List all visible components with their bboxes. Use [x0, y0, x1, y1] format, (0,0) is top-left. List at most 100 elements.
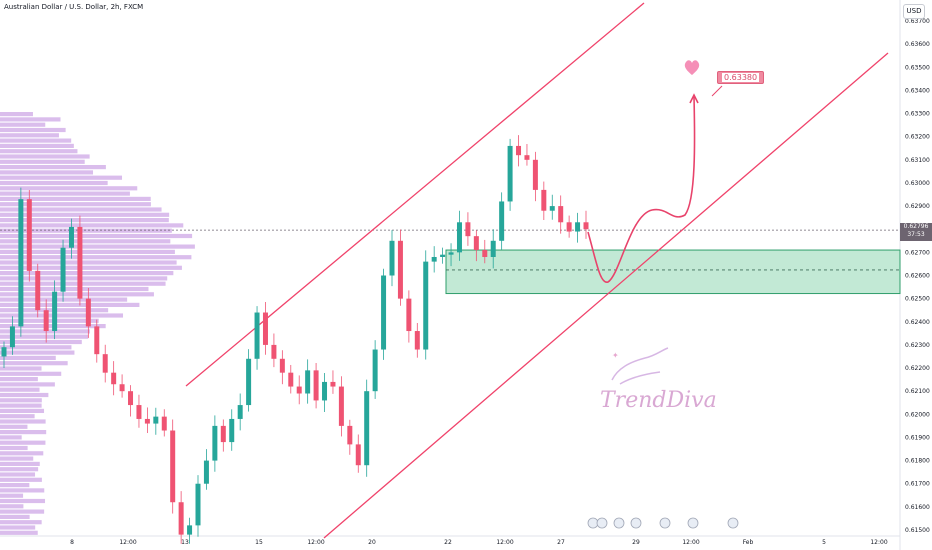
target-price-callout[interactable]: 0.63380 — [717, 71, 765, 84]
candle-body — [440, 254, 446, 257]
candle-body — [490, 240, 496, 257]
price-tick-label: 0.63300 — [905, 111, 930, 118]
price-tick-label: 0.62200 — [905, 365, 930, 372]
volume-profile-bar — [0, 191, 130, 196]
event-flag-icon[interactable] — [587, 517, 599, 529]
candle-body — [423, 261, 429, 350]
price-tick-label: 0.62900 — [905, 203, 930, 210]
volume-profile-bar — [0, 456, 34, 461]
candle-body — [296, 386, 302, 394]
volume-profile-bar — [0, 414, 35, 419]
candle-body — [43, 310, 49, 332]
candle-body — [178, 502, 184, 535]
candle-body — [237, 405, 243, 419]
candle-body — [220, 425, 226, 443]
volume-profile-bar — [0, 149, 78, 154]
currency-button[interactable]: USD — [903, 4, 925, 19]
projection-path — [587, 96, 696, 283]
candle-body — [549, 206, 555, 211]
time-axis: 8 12:00 13 15 12:00 20 22 12:00 27 29 12:00 Feb 5 12:… — [70, 539, 888, 546]
candle-body — [1, 347, 7, 357]
volume-profile-bar — [0, 212, 170, 217]
candle-body — [583, 222, 589, 230]
candle-body — [532, 159, 538, 190]
price-tick-label: 0.63100 — [905, 157, 930, 164]
event-flag-icon[interactable] — [687, 517, 699, 529]
volume-profile-bar — [0, 398, 42, 403]
volume-profile-bar — [0, 477, 42, 482]
candle-body — [144, 418, 150, 424]
candle-body — [575, 222, 581, 232]
candle-body — [448, 252, 454, 255]
candle-body — [338, 386, 344, 426]
volume-profile-bar — [0, 186, 138, 191]
volume-profile-bar — [0, 165, 106, 170]
volume-profile-bar — [0, 445, 28, 451]
price-tick-label: 0.63200 — [905, 134, 930, 141]
candle-body — [262, 312, 268, 345]
volume-profile-bar — [0, 276, 168, 281]
candle-body — [271, 344, 277, 359]
candle-body — [473, 236, 479, 251]
candle-body — [279, 358, 285, 373]
candle-body — [397, 240, 403, 299]
volume-profile-bar — [0, 339, 82, 345]
candle-body — [128, 391, 134, 406]
bar-countdown: 37:53 — [907, 231, 925, 239]
event-flag-icon[interactable] — [630, 517, 642, 529]
candle-body — [330, 381, 336, 387]
candle-body — [35, 270, 41, 311]
event-flag-icon[interactable] — [596, 517, 608, 529]
candle-body — [18, 199, 24, 327]
candle-body — [9, 326, 15, 348]
volume-profile-bar — [0, 408, 45, 413]
time-tick-label: 13 — [181, 539, 189, 546]
event-flag-icon[interactable] — [727, 517, 739, 529]
candle-body — [203, 460, 209, 484]
price-tick-label: 0.62500 — [905, 296, 930, 303]
candle-body — [254, 312, 260, 359]
price-tick-label: 0.63000 — [905, 180, 930, 187]
event-flag-icon[interactable] — [613, 517, 625, 529]
volume-profile-bar — [0, 334, 89, 339]
candle-body — [52, 291, 58, 332]
volume-profile-bar — [0, 355, 56, 360]
candle-body — [364, 391, 370, 466]
volume-profile-bar — [0, 196, 151, 201]
volume-profile-bar — [0, 244, 195, 249]
price-tick-label: 0.62000 — [905, 411, 930, 418]
candle-body — [389, 240, 395, 276]
volume-profile-bar — [0, 260, 177, 265]
candle-body — [322, 381, 328, 401]
price-tick-label: 0.63700 — [905, 18, 930, 25]
volume-profile-bar — [0, 318, 99, 323]
volume-profile-bar — [0, 514, 30, 519]
volume-profile-bar — [0, 281, 166, 286]
event-flag-icon[interactable] — [659, 517, 671, 529]
candle-body — [414, 331, 420, 350]
candle-body — [305, 370, 311, 394]
candle-body — [246, 358, 252, 406]
time-tick-label: 12:00 — [870, 539, 887, 546]
volume-profile-bar — [0, 271, 174, 276]
candle-body — [153, 416, 159, 424]
candle-body — [347, 425, 353, 445]
volume-profile-bar — [0, 467, 39, 472]
time-tick-label: 8 — [70, 539, 74, 546]
candle-body — [507, 145, 513, 202]
volume-profile-bar — [0, 504, 24, 509]
volume-profile-bar — [0, 159, 85, 164]
candle-body — [456, 222, 462, 253]
candle-body — [68, 226, 74, 248]
candle-body — [195, 483, 201, 526]
volume-profile-bar — [0, 112, 33, 117]
price-tick-label: 0.62700 — [905, 249, 930, 256]
volume-profile-bar — [0, 451, 44, 456]
volume-profile-bar — [0, 127, 66, 133]
volume-profile-bar — [0, 302, 140, 307]
candle-body — [406, 298, 412, 332]
candle-body — [85, 298, 91, 327]
candle-body — [161, 416, 167, 431]
price-tick-label: 0.62400 — [905, 319, 930, 326]
